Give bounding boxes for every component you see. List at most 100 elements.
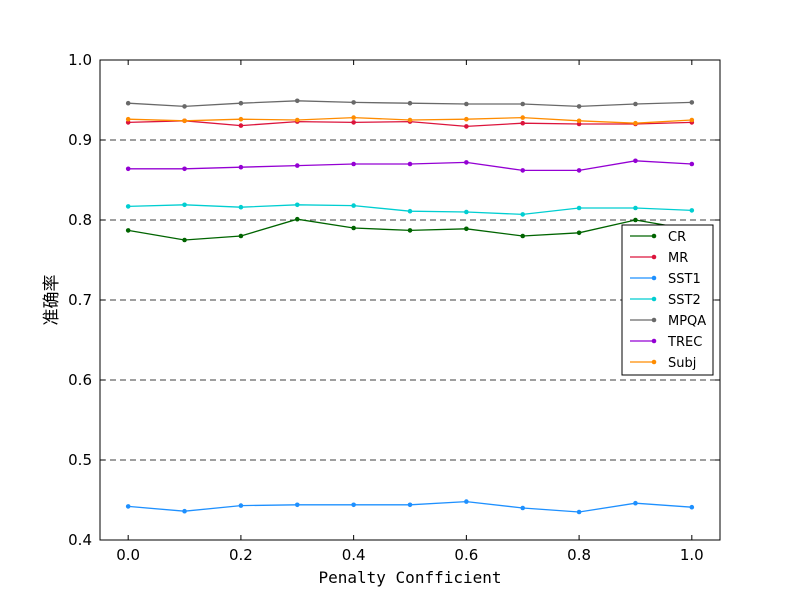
data-point-sst1 [633, 500, 638, 506]
data-point-sst1 [351, 502, 356, 508]
x-tick-label: 0.0 [116, 546, 140, 564]
data-point-cr [464, 226, 469, 232]
data-point-trec [238, 164, 244, 170]
data-point-sst2 [407, 208, 413, 214]
data-point-sst1 [407, 502, 413, 508]
data-point-cr [576, 230, 582, 236]
data-point-subj [407, 117, 413, 123]
data-point-trec [407, 161, 413, 167]
legend-marker-cr [651, 233, 657, 239]
data-point-cr [125, 228, 131, 233]
legend-label-sst2: SST2 [668, 293, 701, 308]
data-point-subj [633, 120, 638, 126]
legend-label-trec: TREC [667, 335, 702, 350]
axis-ticks: 0.4 0.5 0.6 0.7 0.8 0.9 1.0 0.0 0.2 0.4 0.6 0.8 1.0 [68, 51, 720, 564]
data-point-cr [238, 233, 244, 239]
y-tick-label: 0.6 [68, 371, 92, 389]
data-point-mr [520, 120, 526, 126]
data-point-sst2 [182, 202, 187, 208]
y-tick-label: 0.7 [68, 291, 92, 309]
data-point-mpqa [464, 101, 469, 107]
data-point-mpqa [576, 104, 582, 109]
legend-marker-trec [651, 338, 657, 344]
data-point-trec [576, 168, 582, 173]
data-point-sst1 [238, 503, 244, 508]
legend-label-mpqa: MPQA [668, 314, 706, 329]
series-lines [125, 98, 695, 515]
data-point-mr [351, 120, 356, 125]
data-point-trec [689, 161, 695, 167]
y-tick-label: 0.5 [68, 451, 92, 469]
data-point-trec [125, 166, 131, 172]
data-point-subj [238, 116, 244, 122]
data-point-mpqa [294, 98, 300, 104]
data-point-trec [294, 163, 300, 168]
data-point-mpqa [125, 100, 131, 106]
y-axis-title: 准确率 [42, 275, 62, 326]
legend-box [621, 224, 714, 376]
data-point-sst2 [689, 208, 695, 213]
data-point-cr [351, 225, 356, 231]
data-point-subj [689, 117, 695, 123]
x-tick-label: 0.4 [342, 546, 366, 564]
data-point-trec [633, 158, 638, 164]
x-tick-label: 0.6 [454, 546, 478, 564]
data-point-subj [351, 115, 356, 120]
data-point-sst1 [182, 508, 187, 514]
y-tick-label: 0.4 [68, 531, 92, 549]
data-point-subj [125, 116, 131, 122]
data-point-mr [125, 120, 131, 125]
legend-marker-mr [651, 254, 657, 260]
data-point-trec [464, 160, 469, 165]
data-point-trec [520, 168, 526, 173]
legend-label-sst1: SST1 [668, 272, 701, 287]
legend-label-cr: CR [668, 230, 686, 245]
data-point-sst2 [125, 204, 131, 209]
data-point-mpqa [689, 100, 695, 105]
y-tick-label: 1.0 [68, 51, 92, 69]
data-point-mpqa [238, 100, 244, 106]
grid-lines [100, 139, 720, 461]
legend-marker-mpqa [651, 317, 657, 323]
x-tick-label: 1.0 [680, 546, 704, 564]
data-point-subj [464, 116, 469, 122]
data-point-subj [576, 118, 582, 124]
data-point-sst1 [464, 499, 469, 504]
x-axis-title: Penalty Confficient [318, 568, 501, 587]
legend-label-mr: MR [668, 251, 688, 266]
legend-label-subj: Subj [668, 356, 696, 371]
data-point-mpqa [182, 104, 187, 109]
data-point-sst2 [576, 205, 582, 211]
data-point-sst1 [576, 509, 582, 515]
data-point-subj [520, 115, 526, 120]
y-tick-label: 0.8 [68, 211, 92, 229]
data-point-mpqa [633, 101, 638, 107]
data-point-mr [464, 124, 469, 129]
data-point-cr [407, 228, 413, 233]
data-point-sst2 [633, 205, 638, 211]
data-point-subj [294, 117, 300, 123]
data-point-mpqa [351, 100, 356, 105]
legend-marker-sst1 [651, 275, 657, 281]
data-point-sst1 [520, 505, 526, 511]
data-point-mpqa [407, 100, 413, 106]
data-point-sst2 [351, 203, 356, 208]
data-point-sst1 [689, 504, 695, 510]
data-point-sst2 [294, 202, 300, 208]
data-point-cr [294, 216, 300, 222]
x-tick-label: 0.8 [567, 546, 591, 564]
data-point-cr [520, 233, 526, 239]
data-point-cr [182, 237, 187, 243]
data-point-trec [351, 161, 356, 167]
data-point-sst2 [464, 209, 469, 215]
y-tick-label: 0.9 [68, 131, 92, 149]
data-point-mr [576, 121, 582, 127]
data-point-sst1 [294, 502, 300, 508]
data-point-mpqa [520, 101, 526, 107]
data-point-sst2 [238, 204, 244, 210]
data-point-mr [238, 123, 244, 128]
legend: CR MR SST1 SST2 MPQA TREC Subj [621, 224, 714, 376]
data-point-subj [182, 118, 187, 124]
x-tick-label: 0.2 [229, 546, 253, 564]
